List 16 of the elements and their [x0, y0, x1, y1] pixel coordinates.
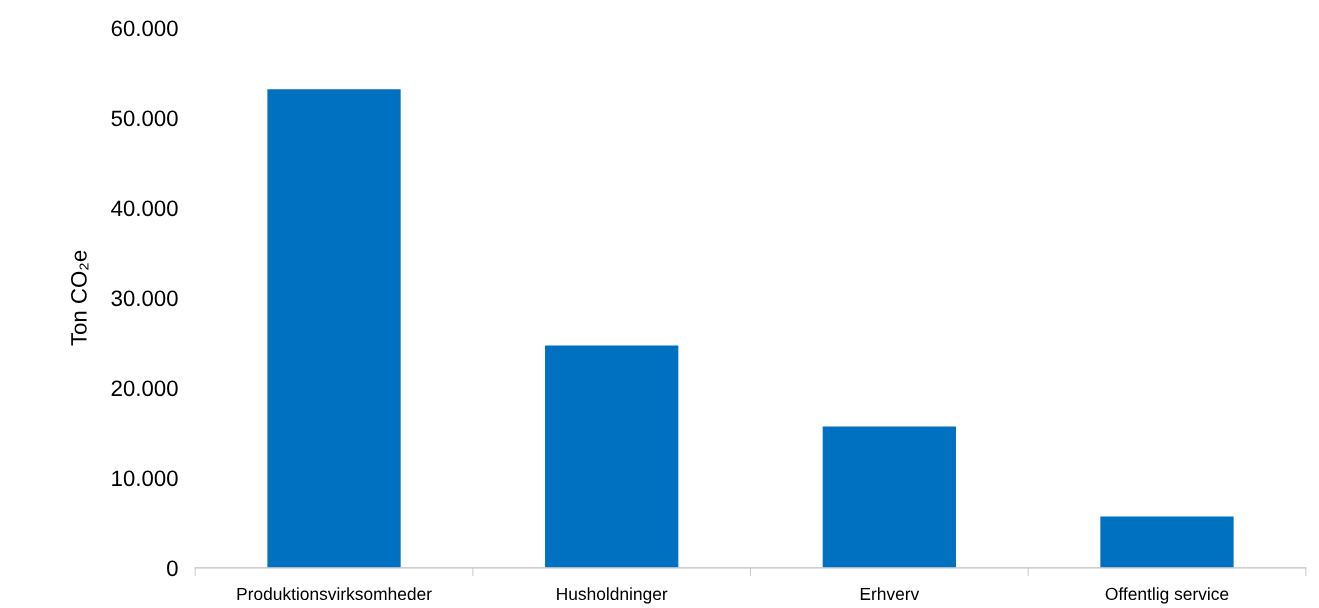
bar — [822, 426, 956, 568]
y-tick-label: 60.000 — [111, 20, 178, 37]
x-tick-label: Husholdninger — [557, 587, 668, 604]
x-tick-label: Offentlig service — [1105, 587, 1229, 604]
y-tick-label: 10.000 — [112, 470, 178, 487]
y-tick-label: 40.000 — [111, 200, 178, 217]
y-tick-label: 30.000 — [111, 290, 178, 307]
bar — [1100, 516, 1234, 568]
y-tick-label: 20.000 — [111, 380, 178, 397]
bar — [545, 345, 679, 568]
bar — [267, 89, 401, 568]
x-tick-label: Produktionsvirksomheder — [237, 587, 432, 601]
y-axis-title: Ton CO₂e — [71, 250, 89, 346]
y-tick-label: 50.000 — [111, 110, 178, 127]
y-tick-label: 0 — [167, 560, 178, 577]
x-tick-label: Erhverv — [860, 587, 920, 601]
